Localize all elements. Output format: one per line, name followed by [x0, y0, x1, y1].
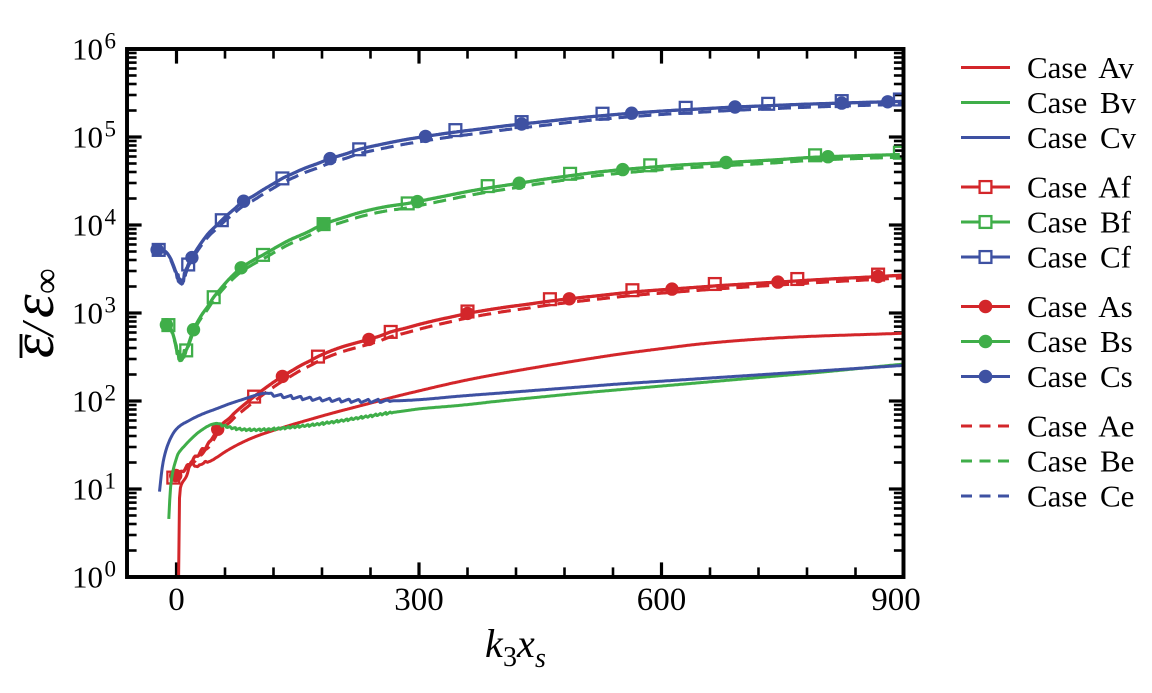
svg-text:3: 3	[503, 642, 517, 673]
svg-text:Case Bf: Case Bf	[1027, 205, 1132, 240]
svg-text:Case Bv: Case Bv	[1027, 85, 1137, 120]
svg-text:/: /	[12, 319, 63, 339]
svg-text:10: 10	[72, 296, 103, 331]
svg-text:Case Cs: Case Cs	[1027, 359, 1133, 394]
svg-text:Case Bs: Case Bs	[1027, 324, 1133, 359]
svg-text:∞: ∞	[26, 268, 66, 294]
svg-text:k: k	[485, 621, 504, 666]
svg-text:3: 3	[105, 293, 117, 318]
svg-text:ε: ε	[0, 334, 66, 358]
svg-text:10: 10	[72, 384, 103, 419]
svg-text:x: x	[516, 621, 535, 666]
svg-text:2: 2	[105, 381, 117, 406]
svg-text:s: s	[535, 643, 546, 674]
svg-text:300: 300	[394, 582, 444, 618]
svg-text:Case Af: Case Af	[1027, 170, 1132, 205]
svg-text:600: 600	[637, 582, 687, 618]
svg-text:Case Be: Case Be	[1027, 444, 1134, 479]
svg-text:10: 10	[72, 120, 103, 155]
svg-text:1: 1	[105, 469, 117, 494]
svg-text:4: 4	[105, 205, 117, 230]
svg-text:10: 10	[72, 560, 103, 595]
svg-text:6: 6	[105, 29, 117, 54]
svg-text:10: 10	[72, 472, 103, 507]
svg-text:10: 10	[72, 208, 103, 243]
svg-text:Case As: Case As	[1027, 289, 1133, 324]
svg-text:Case Ae: Case Ae	[1027, 409, 1134, 444]
svg-text:900: 900	[871, 582, 921, 618]
svg-text:5: 5	[105, 117, 117, 142]
svg-text:Case Av: Case Av	[1027, 50, 1134, 85]
svg-text:ε: ε	[0, 294, 66, 318]
svg-text:Case Cf: Case Cf	[1027, 240, 1132, 275]
svg-text:Case Cv: Case Cv	[1027, 120, 1137, 155]
svg-text:0: 0	[105, 557, 117, 582]
svg-text:10: 10	[72, 32, 103, 67]
svg-text:Case Ce: Case Ce	[1027, 479, 1134, 514]
svg-text:0: 0	[168, 582, 185, 618]
